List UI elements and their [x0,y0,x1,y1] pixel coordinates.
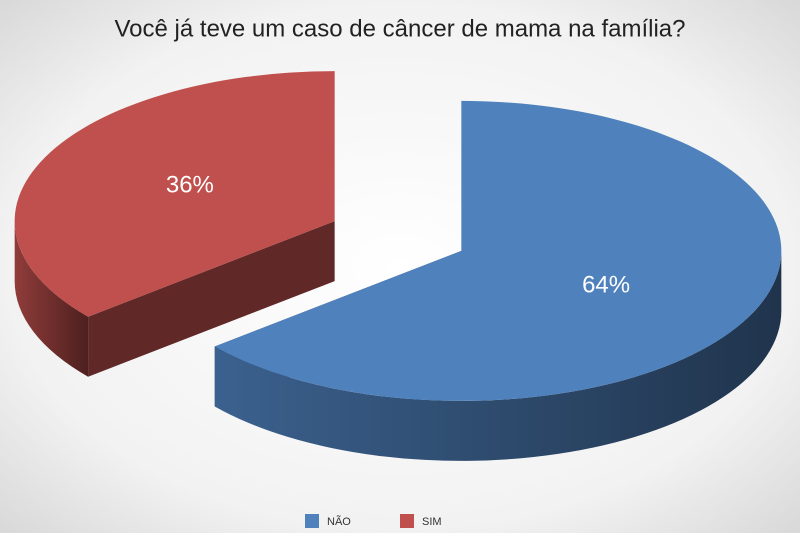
legend-swatch [305,514,319,528]
legend-label: SIM [422,516,442,528]
slice-side [14,221,89,377]
slice-cut-face [88,221,335,377]
slice-side [214,250,782,461]
legend-swatch [400,514,414,528]
data-label: 64% [582,271,630,298]
pie-slice [214,100,782,461]
pie-slice [14,71,335,377]
legend-label: NÃO [327,515,351,528]
slice-top [214,100,782,401]
data-label: 36% [166,171,214,198]
chart-title: Você já teve um caso de câncer de mama n… [115,15,686,42]
slice-top [14,71,335,317]
